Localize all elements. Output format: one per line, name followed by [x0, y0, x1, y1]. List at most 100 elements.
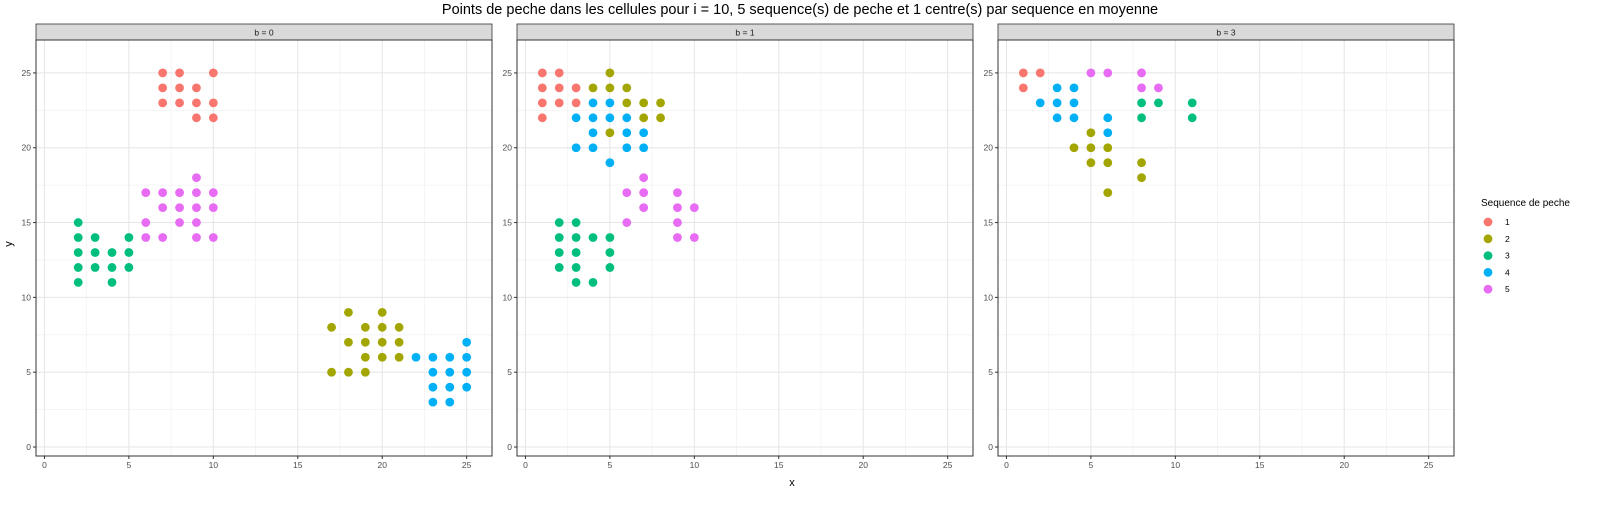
- legend-label: 5: [1505, 284, 1510, 294]
- data-point-seq-1: [192, 98, 201, 108]
- data-point-seq-2: [327, 367, 336, 377]
- data-point-seq-4: [445, 367, 455, 377]
- data-point-seq-2: [622, 83, 632, 93]
- x-axis-title: x: [789, 477, 795, 489]
- x-tick-label: 20: [858, 460, 868, 470]
- data-point-seq-3: [571, 233, 581, 242]
- data-point-seq-3: [605, 263, 615, 272]
- data-point-seq-2: [1086, 143, 1096, 153]
- data-point-seq-4: [571, 143, 581, 153]
- y-tick-label: 15: [984, 218, 994, 228]
- data-point-seq-2: [622, 98, 632, 108]
- facet-strip-label: b = 1: [735, 28, 754, 38]
- data-point-seq-4: [605, 98, 615, 108]
- data-point-seq-5: [192, 203, 201, 212]
- data-point-seq-1: [175, 98, 184, 108]
- data-point-seq-1: [554, 83, 564, 93]
- data-point-seq-3: [588, 233, 598, 242]
- y-axis-title: y: [3, 241, 15, 247]
- data-point-seq-1: [158, 83, 168, 93]
- data-point-seq-3: [73, 248, 83, 257]
- x-tick-label: 15: [1255, 460, 1265, 470]
- data-point-seq-5: [208, 203, 218, 212]
- x-tick-label: 10: [1171, 460, 1181, 470]
- data-point-seq-5: [622, 218, 632, 227]
- legend-label: 4: [1505, 267, 1510, 277]
- data-point-seq-4: [445, 397, 455, 407]
- data-point-seq-5: [141, 188, 151, 198]
- data-point-seq-3: [90, 263, 100, 272]
- data-point-seq-3: [1137, 98, 1146, 108]
- x-tick-label: 25: [943, 460, 953, 470]
- data-point-seq-1: [192, 83, 201, 93]
- data-point-seq-3: [107, 263, 117, 272]
- x-tick-label: 5: [127, 460, 132, 470]
- data-point-seq-5: [1137, 68, 1146, 78]
- data-point-seq-4: [1069, 98, 1079, 108]
- data-point-seq-1: [175, 68, 184, 78]
- data-point-seq-5: [1103, 68, 1113, 78]
- data-point-seq-4: [605, 113, 615, 123]
- data-point-seq-2: [1103, 158, 1113, 168]
- data-point-seq-3: [571, 248, 581, 257]
- legend-label: 1: [1505, 217, 1510, 227]
- legend-key-4: [1483, 268, 1493, 277]
- data-point-seq-3: [554, 233, 564, 242]
- data-point-seq-4: [428, 367, 438, 377]
- data-point-seq-1: [554, 68, 564, 78]
- data-point-seq-4: [428, 382, 438, 392]
- data-point-seq-2: [639, 113, 649, 123]
- data-point-seq-5: [208, 188, 218, 198]
- data-point-seq-4: [639, 128, 649, 138]
- data-point-seq-2: [605, 68, 615, 78]
- data-point-seq-4: [639, 143, 649, 153]
- data-point-seq-2: [377, 322, 387, 332]
- y-tick-label: 20: [984, 143, 994, 153]
- data-point-seq-4: [622, 143, 632, 153]
- y-tick-label: 0: [26, 442, 31, 452]
- data-point-seq-2: [360, 352, 370, 362]
- x-tick-label: 5: [1089, 460, 1094, 470]
- x-tick-label: 15: [774, 460, 784, 470]
- data-point-seq-1: [571, 83, 581, 93]
- y-tick-label: 5: [26, 367, 31, 377]
- data-point-seq-2: [377, 352, 387, 362]
- data-point-seq-1: [537, 98, 547, 108]
- legend-key-3: [1483, 251, 1493, 260]
- chart-title: Points de peche dans les cellules pour i…: [441, 2, 1159, 18]
- data-point-seq-4: [588, 143, 598, 153]
- data-point-seq-4: [462, 337, 472, 347]
- data-point-seq-5: [1137, 83, 1146, 93]
- data-point-seq-2: [360, 322, 370, 332]
- x-tick-label: 10: [209, 460, 219, 470]
- data-point-seq-3: [1187, 113, 1197, 123]
- x-tick-label: 15: [293, 460, 303, 470]
- y-tick-label: 10: [503, 292, 513, 302]
- data-point-seq-5: [673, 233, 682, 242]
- data-point-seq-5: [175, 188, 184, 198]
- x-tick-label: 20: [377, 460, 387, 470]
- data-point-seq-4: [445, 352, 455, 362]
- data-point-seq-5: [689, 233, 699, 242]
- x-tick-label: 25: [462, 460, 472, 470]
- data-point-seq-5: [175, 218, 184, 227]
- data-point-seq-1: [554, 98, 564, 108]
- data-point-seq-4: [462, 382, 472, 392]
- data-point-seq-4: [1052, 113, 1062, 123]
- data-point-seq-5: [158, 203, 168, 212]
- data-point-seq-4: [622, 113, 632, 123]
- legend-key-1: [1483, 217, 1493, 227]
- legend-title: Sequence de peche: [1481, 198, 1570, 209]
- data-point-seq-5: [192, 233, 201, 242]
- data-point-seq-5: [1154, 83, 1163, 93]
- data-point-seq-2: [588, 83, 598, 93]
- data-point-seq-3: [605, 233, 615, 242]
- legend-key-5: [1483, 284, 1493, 294]
- data-point-seq-1: [571, 98, 581, 108]
- data-point-seq-3: [1137, 113, 1146, 123]
- legend-label: 3: [1505, 251, 1510, 261]
- panel-border: [35, 39, 493, 457]
- data-point-seq-5: [192, 173, 201, 183]
- data-point-seq-4: [428, 397, 438, 407]
